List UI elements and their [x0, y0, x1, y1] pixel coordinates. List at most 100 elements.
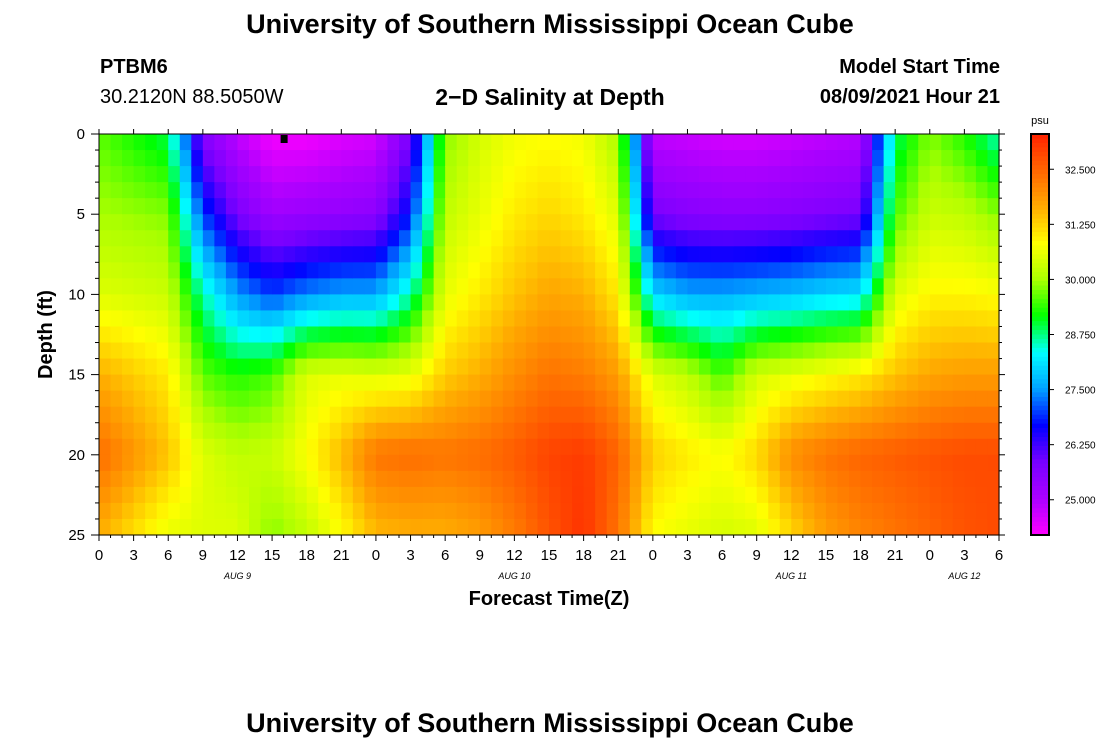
heatmap-cell: [525, 374, 539, 392]
heatmap-cell: [375, 518, 389, 536]
heatmap-cell: [214, 214, 227, 231]
heatmap-cell: [410, 150, 423, 167]
heatmap-cell: [837, 470, 850, 488]
heatmap-cell: [791, 326, 804, 344]
heatmap-cell: [941, 198, 954, 215]
heatmap-cell: [156, 150, 169, 167]
heatmap-cell: [364, 230, 377, 247]
heatmap-cell: [249, 326, 262, 344]
heatmap-cell: [329, 214, 342, 231]
heatmap-cell: [295, 198, 308, 215]
heatmap-cell: [710, 358, 723, 376]
heatmap-cell: [987, 198, 1000, 215]
heatmap-cell: [572, 246, 585, 263]
heatmap-cell: [329, 310, 342, 328]
heatmap-cell: [272, 390, 285, 408]
heatmap-cell: [387, 486, 400, 504]
heatmap-cell: [468, 246, 481, 263]
heatmap-cell: [387, 166, 400, 183]
heatmap-cell: [860, 390, 873, 408]
heatmap-cell: [802, 230, 815, 247]
heatmap-cell: [133, 390, 146, 408]
heatmap-cell: [964, 454, 977, 472]
heatmap-cell: [202, 342, 215, 360]
heatmap-cell: [664, 246, 677, 263]
heatmap-cell: [122, 454, 135, 472]
heatmap-cell: [549, 214, 562, 231]
heatmap-cell: [860, 486, 873, 504]
heatmap-cell: [225, 150, 239, 167]
colorbar-segment: [1031, 423, 1049, 429]
heatmap-cell: [168, 438, 181, 456]
heatmap-cell: [929, 134, 942, 151]
heatmap-cell: [237, 166, 250, 183]
heatmap-cell: [756, 470, 769, 488]
heatmap-cell: [560, 326, 573, 344]
heatmap-cell: [906, 326, 919, 344]
heatmap-cell: [629, 310, 642, 328]
heatmap-cell: [329, 502, 342, 520]
heatmap-cell: [156, 310, 169, 328]
heatmap-cell: [110, 342, 123, 360]
heatmap-cell: [110, 390, 123, 408]
heatmap-cell: [514, 134, 527, 151]
heatmap-cell: [860, 198, 873, 215]
heatmap-cell: [629, 470, 642, 488]
heatmap-cell: [595, 406, 608, 424]
heatmap-cell: [341, 230, 354, 247]
heatmap-cell: [883, 358, 896, 376]
heatmap-cell: [699, 502, 712, 520]
heatmap-cell: [745, 262, 758, 279]
heatmap-cell: [156, 230, 169, 247]
heatmap-cell: [306, 374, 319, 392]
heatmap-cell: [837, 150, 850, 167]
heatmap-cell: [283, 246, 296, 263]
heatmap-cell: [595, 486, 608, 504]
heatmap-cell: [860, 374, 873, 392]
heatmap-cell: [491, 230, 504, 247]
heatmap-cell: [387, 358, 400, 376]
heatmap-cell: [283, 518, 296, 536]
colorbar-segment: [1031, 267, 1049, 273]
heatmap-cell: [779, 214, 792, 231]
heatmap-cell: [133, 438, 146, 456]
heatmap-cell: [699, 358, 712, 376]
heatmap-cell: [814, 294, 827, 312]
heatmap-cell: [872, 438, 885, 456]
heatmap-cell: [260, 246, 273, 263]
heatmap-cell: [352, 454, 365, 472]
heatmap-cell: [260, 182, 273, 199]
heatmap-cell: [387, 518, 400, 536]
heatmap-cell: [964, 342, 977, 360]
colorbar-segment: [1031, 214, 1049, 220]
heatmap-cell: [549, 262, 562, 279]
heatmap-cell: [987, 246, 1000, 263]
heatmap-cell: [537, 262, 550, 279]
heatmap-cell: [237, 502, 250, 520]
heatmap-cell: [710, 182, 723, 199]
heatmap-cell: [929, 470, 942, 488]
heatmap-cell: [745, 358, 758, 376]
heatmap-cell: [687, 422, 700, 440]
heatmap-cell: [745, 166, 758, 183]
heatmap-cell: [375, 406, 389, 424]
heatmap-cell: [145, 262, 158, 279]
heatmap-cell: [122, 246, 135, 263]
heatmap-cell: [433, 342, 446, 360]
heatmap-cell: [837, 214, 850, 231]
heatmap-cell: [629, 166, 642, 183]
heatmap-cell: [237, 358, 250, 376]
heatmap-cell: [618, 166, 631, 183]
heatmap-cell: [814, 246, 827, 263]
heatmap-cell: [295, 470, 308, 488]
heatmap-cell: [791, 294, 804, 312]
heatmap-cell: [410, 326, 423, 344]
heatmap-cell: [433, 182, 446, 199]
heatmap-cell: [883, 246, 896, 263]
heatmap-cell: [768, 470, 781, 488]
heatmap-cell: [895, 150, 908, 167]
heatmap-cell: [295, 358, 308, 376]
heatmap-cell: [295, 150, 308, 167]
heatmap-cell: [860, 470, 873, 488]
heatmap-cell: [641, 134, 654, 151]
